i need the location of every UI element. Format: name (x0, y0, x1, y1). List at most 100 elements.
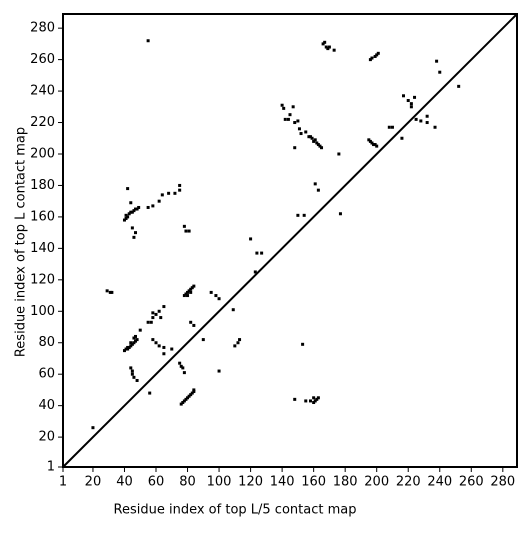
contact-point (236, 341, 240, 345)
contact-point (231, 308, 235, 312)
contact-point (189, 290, 193, 294)
contact-point (182, 399, 186, 403)
contact-point (288, 113, 292, 117)
contact-point (160, 193, 164, 197)
contact-point (280, 103, 284, 107)
contact-point (367, 138, 371, 142)
contact-point (137, 205, 141, 209)
x-tick-label: 160 (301, 475, 326, 490)
contact-point (129, 341, 133, 345)
contact-point (310, 136, 314, 140)
contact-point (154, 341, 158, 345)
contact-point (186, 294, 190, 298)
contact-point (409, 105, 413, 109)
contact-point (293, 397, 297, 401)
contact-point (299, 132, 303, 136)
contact-point (134, 339, 138, 343)
x-tick-label: 140 (270, 475, 295, 490)
contact-point (425, 121, 429, 125)
contact-point (187, 289, 191, 293)
contact-point (321, 42, 325, 46)
plot-frame (62, 13, 518, 468)
contact-point (293, 121, 297, 125)
contact-point (182, 371, 186, 375)
contact-point (217, 297, 221, 301)
contact-point (312, 139, 316, 143)
contact-point (167, 191, 171, 195)
contact-point (387, 125, 391, 129)
contact-point (124, 216, 128, 220)
contact-point (130, 369, 134, 373)
contact-point (282, 106, 286, 110)
contact-point (189, 393, 193, 397)
contact-point (151, 204, 155, 208)
contact-point (316, 143, 320, 147)
contact-point (375, 144, 379, 148)
contact-point (146, 39, 150, 43)
contact-point (184, 229, 188, 233)
y-tick-label: 20 (38, 430, 55, 445)
contact-point (307, 135, 311, 139)
y-tick-label: 220 (30, 115, 55, 130)
contact-point (126, 215, 130, 219)
contact-point (151, 316, 155, 320)
contact-point (178, 361, 182, 365)
x-tick-label: 1 (59, 475, 67, 490)
contact-point (162, 345, 166, 349)
contact-point (178, 188, 182, 192)
diagonal-line (62, 13, 518, 468)
contact-point (122, 349, 126, 353)
contact-point (315, 141, 319, 145)
contact-point (238, 338, 242, 342)
y-tick-label: 260 (30, 52, 55, 67)
contact-point (368, 139, 372, 143)
contact-point (184, 292, 188, 296)
contact-point (313, 138, 317, 142)
contact-point (130, 210, 134, 214)
x-tick-label: 180 (333, 475, 358, 490)
contact-point (337, 152, 341, 156)
contact-point (179, 364, 183, 368)
contact-point (122, 218, 126, 222)
x-tick-label: 200 (364, 475, 389, 490)
contact-point (332, 48, 336, 52)
contact-point (313, 182, 317, 186)
contact-point (253, 270, 257, 274)
contact-point (132, 341, 136, 345)
x-tick-label: 20 (85, 475, 102, 490)
contact-point (186, 290, 190, 294)
contact-point (135, 338, 139, 342)
contact-point (173, 191, 177, 195)
contact-point (135, 378, 139, 382)
y-tick-label: 40 (38, 398, 55, 413)
contact-point (373, 54, 377, 58)
contact-point (132, 209, 136, 213)
contact-point (372, 143, 376, 147)
contact-point (127, 345, 131, 349)
contact-point (138, 328, 142, 332)
contact-point (192, 323, 196, 327)
contact-point (157, 309, 161, 313)
contact-point (400, 136, 404, 140)
contact-point (312, 396, 316, 400)
contact-point (105, 289, 109, 293)
contact-point (414, 117, 418, 121)
contact-point (413, 95, 417, 99)
x-axis-label: Residue index of top L/5 contact map (114, 503, 357, 518)
contact-point (157, 344, 161, 348)
contact-point (184, 397, 188, 401)
contact-point (157, 199, 161, 203)
contact-point (127, 212, 131, 216)
x-tick-label: 240 (427, 475, 452, 490)
contact-point (370, 141, 374, 145)
contact-point (151, 338, 155, 342)
y-tick-label: 180 (30, 178, 55, 193)
contact-point (297, 127, 301, 131)
contact-point (124, 213, 128, 217)
contact-point (316, 188, 320, 192)
y-tick-label: 280 (30, 21, 55, 36)
contact-point (178, 183, 182, 187)
contact-point (186, 396, 190, 400)
contact-point (162, 305, 166, 309)
x-tick-label: 220 (396, 475, 421, 490)
